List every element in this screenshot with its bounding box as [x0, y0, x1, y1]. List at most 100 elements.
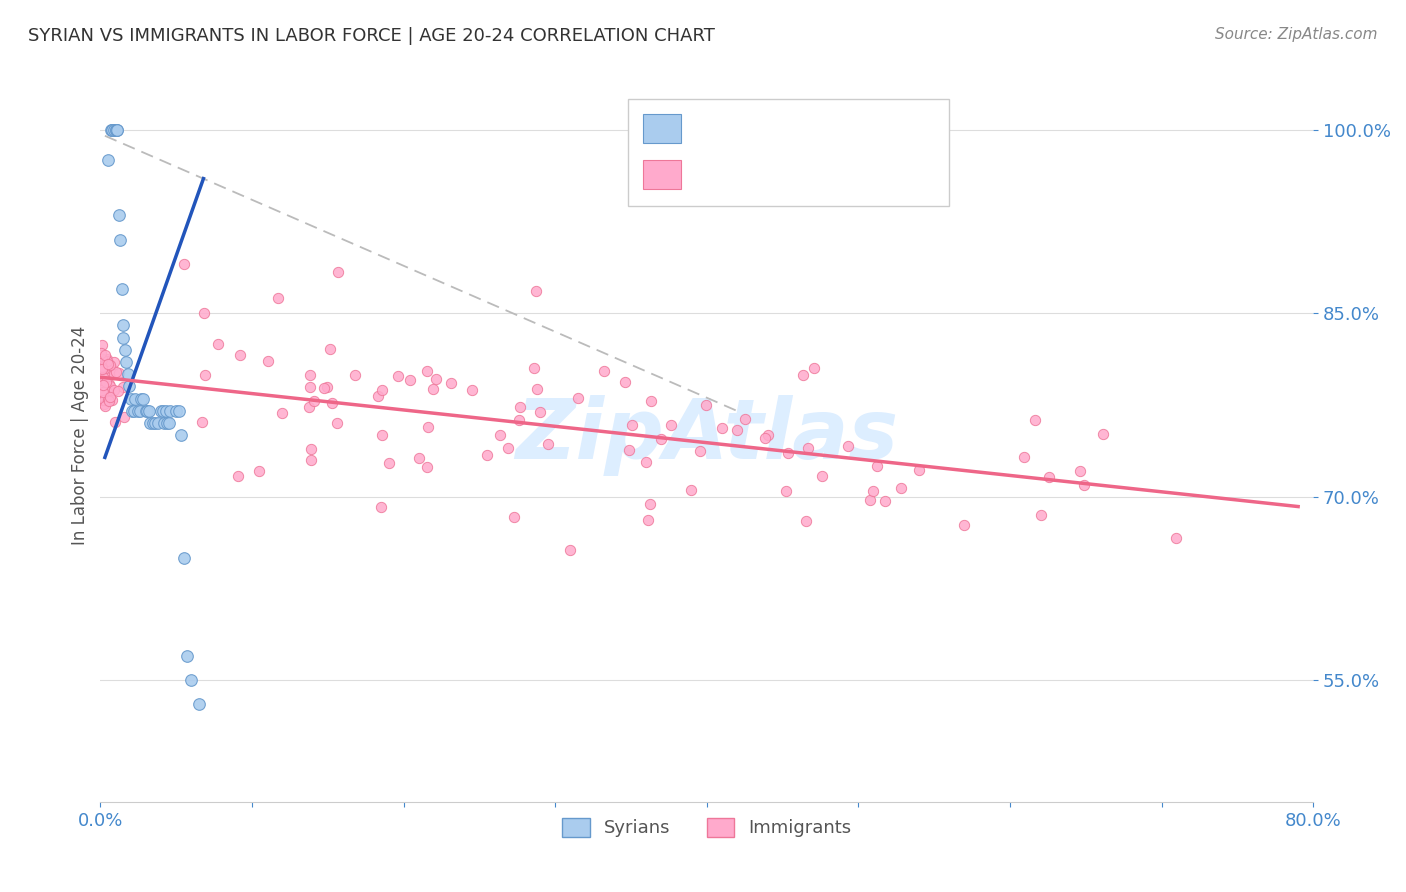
Point	[862, 483, 884, 498]
Text: R =: R =	[693, 164, 733, 182]
Point	[593, 364, 616, 378]
Point	[103, 122, 125, 136]
Point	[150, 404, 173, 418]
Point	[1029, 508, 1052, 522]
Point	[98, 386, 121, 401]
Point	[173, 257, 195, 271]
Point	[91, 362, 114, 376]
Point	[91, 378, 114, 392]
Text: ZipAtlas: ZipAtlas	[515, 395, 898, 476]
Point	[803, 361, 825, 376]
Point	[304, 394, 326, 409]
Point	[734, 412, 756, 426]
Point	[100, 122, 122, 136]
Point	[621, 417, 644, 432]
Point	[725, 423, 748, 437]
Bar	[643, 114, 682, 144]
Point	[679, 483, 702, 498]
Point	[650, 432, 672, 446]
Point	[100, 379, 122, 393]
Point	[634, 455, 657, 469]
Point	[475, 448, 498, 462]
Point	[91, 361, 114, 376]
FancyBboxPatch shape	[628, 99, 949, 206]
Point	[96, 381, 118, 395]
Point	[775, 484, 797, 499]
Point	[416, 364, 439, 378]
Point	[108, 233, 131, 247]
Point	[710, 421, 733, 435]
Point	[152, 404, 174, 418]
Point	[91, 338, 114, 352]
Point	[91, 376, 114, 390]
Point	[115, 355, 138, 369]
Point	[105, 122, 128, 136]
Point	[101, 392, 124, 407]
Point	[560, 542, 582, 557]
Text: SYRIAN VS IMMIGRANTS IN LABOR FORCE | AGE 20-24 CORRELATION CHART: SYRIAN VS IMMIGRANTS IN LABOR FORCE | AG…	[28, 27, 716, 45]
Text: -0.699: -0.699	[749, 164, 814, 182]
Point	[101, 362, 124, 376]
Legend: Syrians, Immigrants: Syrians, Immigrants	[555, 811, 859, 845]
Point	[97, 393, 120, 408]
Point	[114, 343, 136, 357]
Text: 47: 47	[880, 119, 905, 136]
Point	[93, 392, 115, 407]
Point	[176, 648, 198, 663]
Point	[326, 416, 349, 430]
Point	[97, 394, 120, 409]
Point	[1092, 427, 1115, 442]
Point	[638, 497, 661, 511]
Point	[122, 404, 145, 418]
Point	[90, 359, 112, 374]
Point	[143, 416, 166, 430]
Point	[91, 382, 114, 396]
Point	[758, 428, 780, 442]
Point	[118, 379, 141, 393]
Point	[661, 417, 683, 432]
Point	[503, 510, 526, 524]
Point	[509, 401, 531, 415]
Point	[91, 393, 114, 408]
Point	[111, 380, 134, 394]
Point	[524, 285, 547, 299]
Point	[91, 354, 114, 368]
Point	[128, 404, 150, 418]
Point	[90, 351, 112, 366]
Point	[98, 376, 121, 391]
Point	[1024, 412, 1046, 426]
Point	[267, 291, 290, 305]
Point	[415, 460, 437, 475]
Point	[416, 419, 439, 434]
Point	[90, 359, 112, 374]
Point	[367, 389, 389, 403]
Point	[139, 416, 162, 430]
Point	[129, 392, 152, 406]
Point	[797, 441, 820, 455]
Point	[157, 416, 180, 430]
Point	[408, 451, 430, 466]
Point	[271, 406, 294, 420]
Point	[617, 442, 640, 457]
Point	[1069, 464, 1091, 478]
Point	[866, 458, 889, 473]
Point	[637, 513, 659, 527]
Point	[136, 404, 159, 418]
Point	[124, 392, 146, 406]
Point	[378, 456, 401, 470]
Point	[952, 518, 974, 533]
Point	[226, 469, 249, 483]
Point	[121, 404, 143, 418]
Point	[98, 359, 121, 373]
Point	[1038, 470, 1060, 484]
Point	[159, 404, 181, 418]
Point	[167, 404, 190, 418]
Point	[135, 404, 157, 418]
Point	[98, 390, 121, 404]
Point	[110, 282, 132, 296]
Point	[794, 514, 817, 528]
Point	[91, 392, 114, 406]
Point	[298, 400, 321, 414]
Text: R =: R =	[693, 119, 733, 136]
Point	[387, 368, 409, 383]
